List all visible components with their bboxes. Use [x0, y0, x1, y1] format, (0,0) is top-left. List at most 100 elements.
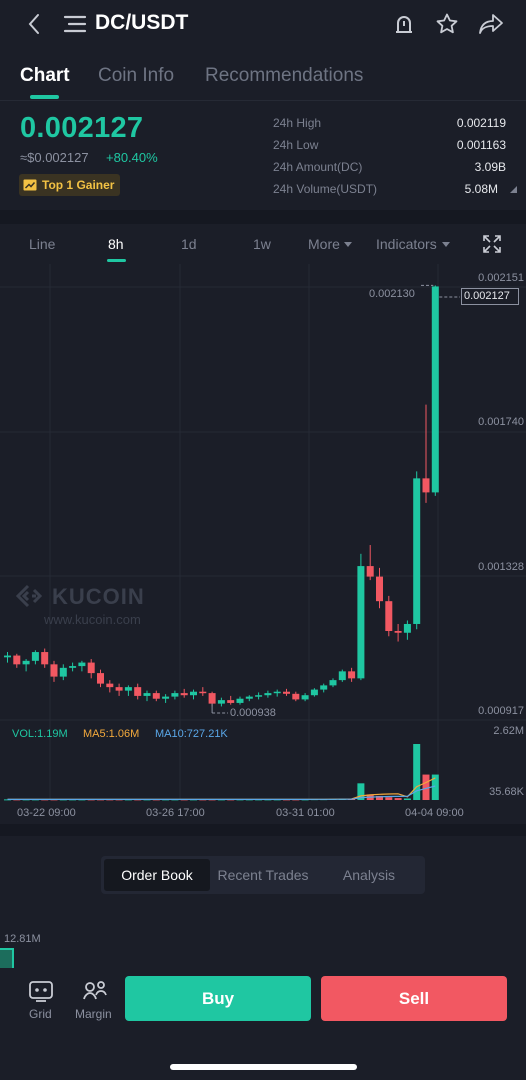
fullscreen-icon[interactable]: [480, 232, 504, 256]
candle-body: [106, 683, 114, 688]
candle-body: [310, 689, 318, 696]
y-tick-bottom: 0.000917: [478, 705, 524, 717]
x-tick-3: 03-31 01:00: [276, 807, 335, 819]
menu-list-icon[interactable]: [62, 11, 88, 37]
interval-1d[interactable]: 1d: [181, 236, 197, 252]
candles: [4, 285, 439, 707]
main-tabs: Chart Coin Info Recommendations: [0, 55, 526, 100]
price-alert-icon[interactable]: [390, 10, 418, 38]
volume-bar: [422, 774, 430, 800]
tab-active-indicator: [30, 95, 59, 99]
last-price-label: 0.002127: [464, 290, 510, 302]
candle-body: [255, 695, 263, 697]
candle-body: [199, 691, 207, 694]
orderbook-tabs: Order Book Recent Trades Analysis: [101, 856, 425, 894]
y-tick-3: 0.001328: [478, 561, 524, 573]
ma5-legend: MA5:1.06M: [83, 728, 140, 740]
y-tick-top: 0.002151: [478, 272, 524, 284]
candle-body: [273, 691, 281, 694]
margin-icon[interactable]: [80, 978, 110, 1004]
tab-coin-info[interactable]: Coin Info: [98, 65, 175, 86]
stat-label-high: 24h High: [273, 116, 322, 130]
stat-value-amount: 3.09B: [474, 160, 506, 174]
volume-bar: [413, 744, 421, 800]
candle-body: [124, 687, 132, 691]
caret-down-icon: [441, 241, 450, 247]
candle-body: [366, 566, 374, 577]
candle-body: [22, 660, 30, 665]
interval-more-label: More: [308, 236, 340, 252]
top-bar: DC/USDT: [0, 0, 526, 50]
candle-body: [97, 673, 104, 684]
x-tick-2: 03-26 17:00: [146, 807, 205, 819]
share-icon[interactable]: [476, 10, 506, 38]
low-marker-label: 0.000938: [230, 707, 276, 719]
candle-body: [59, 667, 67, 677]
interval-1w[interactable]: 1w: [253, 236, 271, 252]
indicators-dropdown[interactable]: Indicators: [376, 236, 450, 252]
margin-label[interactable]: Margin: [75, 1007, 112, 1021]
buy-button[interactable]: Buy: [125, 976, 311, 1021]
tab-recommendations[interactable]: Recommendations: [205, 65, 364, 86]
candle-body: [301, 695, 309, 700]
volume-bar: [403, 798, 411, 800]
indicators-label: Indicators: [376, 236, 437, 252]
candle-body: [152, 693, 160, 699]
back-icon[interactable]: [22, 10, 46, 38]
section-separator: [0, 210, 526, 224]
last-price-tag: [461, 288, 519, 305]
candle-body: [171, 693, 179, 697]
candle-body: [245, 696, 253, 699]
kucoin-logo-icon: [15, 584, 43, 608]
stat-value-low: 0.001163: [456, 138, 506, 152]
stat-value-volume[interactable]: 5.08M: [464, 182, 498, 196]
divider: [0, 100, 526, 101]
candle-body: [50, 664, 58, 677]
vol-legend: VOL:1.19M: [12, 728, 68, 740]
tab-recent-trades[interactable]: Recent Trades: [217, 867, 309, 883]
candle-body: [403, 623, 411, 633]
tab-analysis[interactable]: Analysis: [342, 867, 396, 883]
volume-bar: [357, 783, 365, 800]
candle-body: [227, 700, 235, 703]
candle-body: [236, 698, 244, 703]
candle-body: [134, 687, 142, 696]
candle-body: [143, 693, 151, 696]
candle-body: [4, 655, 11, 658]
candle-body: [422, 478, 430, 493]
interval-8h[interactable]: 8h: [108, 236, 124, 252]
candle-body: [78, 662, 86, 667]
top-gainer-badge[interactable]: Top 1 Gainer: [19, 174, 121, 196]
volume-bar: [394, 798, 402, 800]
ma10-line: [7, 785, 436, 801]
candle-body: [31, 652, 39, 661]
watermark-text: KUCOIN: [52, 584, 145, 609]
depth-top-value: 12.81M: [4, 933, 41, 945]
candle-body: [41, 652, 49, 665]
candle-body: [69, 666, 77, 668]
price-markers: [211, 284, 460, 714]
grid-label[interactable]: Grid: [29, 1007, 52, 1021]
candle-body: [320, 685, 328, 690]
fiat-price: ≈$0.002127: [20, 150, 89, 165]
tab-order-book[interactable]: Order Book: [104, 859, 210, 891]
stat-label-low: 24h Low: [273, 138, 319, 152]
star-icon[interactable]: [433, 10, 461, 38]
candle-body: [180, 693, 188, 696]
candle-body: [348, 671, 356, 679]
home-indicator: [170, 1064, 357, 1070]
interval-line[interactable]: Line: [29, 236, 56, 252]
candle-body: [162, 696, 170, 699]
y-tick-2: 0.001740: [478, 416, 524, 428]
sell-button[interactable]: Sell: [321, 976, 507, 1021]
high-marker-label: 0.002130: [369, 288, 415, 300]
tab-chart[interactable]: Chart: [20, 65, 70, 86]
candlestick-chart[interactable]: KUCOIN www.kucoin.com: [0, 264, 526, 824]
candle-body: [217, 700, 225, 704]
pair-title[interactable]: DC/USDT: [95, 11, 189, 34]
interval-more[interactable]: More: [308, 236, 352, 252]
candle-body: [394, 630, 402, 633]
price-change: +80.40%: [106, 150, 158, 165]
grid-bot-icon[interactable]: [26, 978, 56, 1004]
stat-label-volume: 24h Volume(USDT): [273, 182, 378, 196]
